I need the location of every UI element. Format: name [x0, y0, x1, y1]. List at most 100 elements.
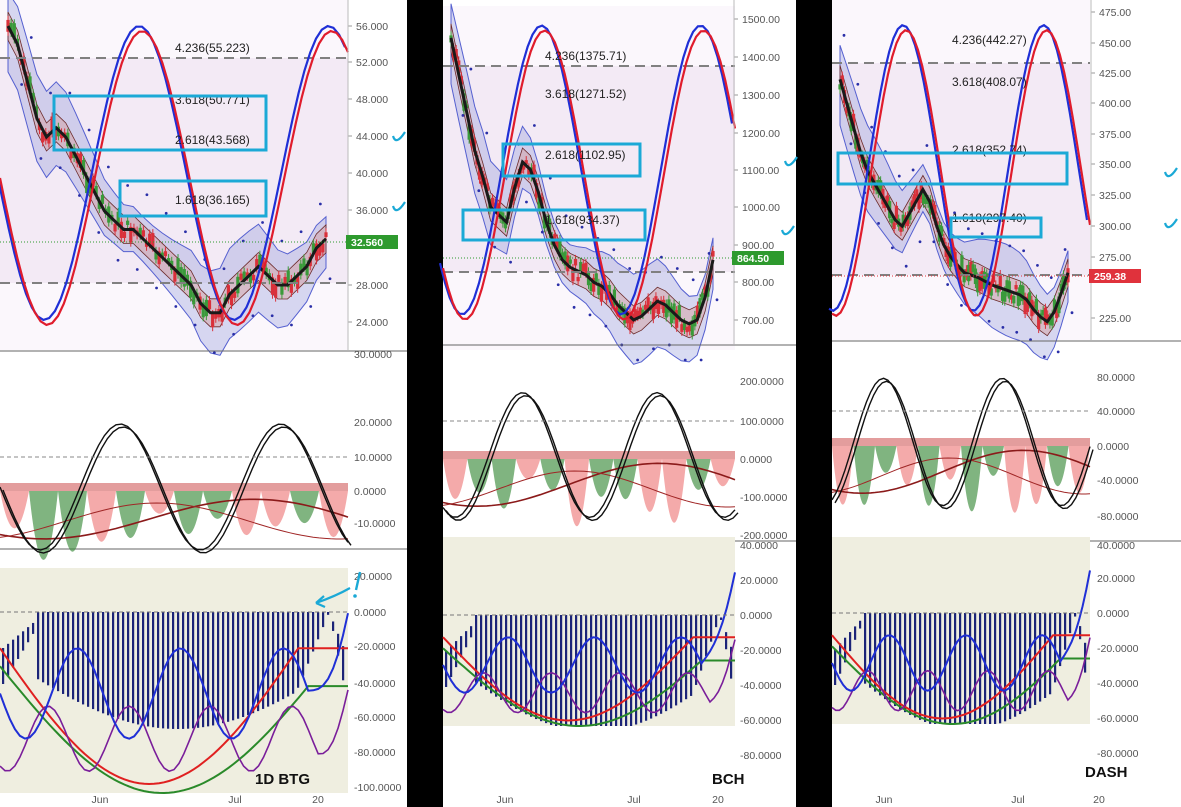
oscillator-pane	[0, 423, 352, 560]
candle-body	[558, 238, 562, 257]
annotation-arrow	[315, 587, 351, 605]
histogram-bar	[182, 612, 185, 729]
candle-body	[211, 313, 215, 328]
candle-body	[226, 285, 230, 300]
sar-dot	[877, 221, 880, 225]
histogram-bar	[615, 615, 618, 726]
sar-dot	[193, 323, 197, 327]
histogram-bar	[510, 615, 513, 707]
candle-body	[245, 272, 249, 277]
annotation-box	[836, 151, 1069, 186]
candle-body	[299, 263, 303, 276]
candle-body	[688, 325, 692, 332]
oscillator-tick-label: 20.0000	[354, 417, 392, 429]
candle-body	[274, 282, 278, 298]
histogram-bar	[137, 612, 140, 725]
candle-body	[667, 299, 671, 313]
date-tick-label: Jul	[627, 794, 640, 806]
candle-body	[173, 270, 177, 282]
keltner-band	[450, 23, 714, 339]
price-tick-label: 56.000	[356, 21, 388, 33]
fib-level-label: 3.618(1271.52)	[545, 87, 626, 101]
histogram-bar	[540, 615, 543, 722]
oscillator-line-black-2	[834, 380, 1094, 510]
histogram-bar	[52, 612, 55, 689]
sar-dot	[715, 298, 719, 302]
candle-body	[664, 303, 668, 318]
oscillator-pane	[831, 377, 1094, 513]
candle-body	[890, 218, 894, 224]
sar-dot	[145, 193, 149, 197]
overlay-oscillator-blue	[0, 24, 346, 322]
oscillator-area	[29, 491, 58, 560]
sar-dot	[49, 91, 52, 95]
panel-label: BCH	[712, 771, 745, 788]
histogram-bar	[610, 615, 613, 726]
last-price-badge	[1089, 269, 1141, 283]
candle-body	[189, 280, 193, 298]
price-axis: 56.000 52.000 48.000 44.000 40.000 36.000 28.0…	[347, 0, 388, 350]
sar-dot	[493, 245, 497, 249]
candle-body	[524, 160, 528, 165]
histogram-bar	[302, 612, 305, 676]
candle-body	[255, 259, 259, 269]
sar-dot	[960, 303, 963, 307]
histogram-bar	[924, 613, 927, 722]
sar-dot	[261, 221, 264, 224]
candle-body	[47, 134, 51, 144]
sar-dot	[604, 324, 608, 328]
candle-body	[1021, 285, 1025, 301]
candle-body	[9, 22, 13, 34]
candle-body	[311, 243, 316, 253]
histogram-bar	[570, 615, 573, 726]
candle-body	[989, 288, 993, 296]
candle-body	[1009, 295, 1014, 300]
candle-body	[560, 252, 565, 260]
sar-dot	[184, 230, 187, 234]
annotation-check	[1163, 167, 1178, 178]
candle-body	[28, 76, 32, 94]
oscillator-area	[540, 459, 565, 491]
sar-dot	[890, 246, 894, 250]
sar-dot	[946, 283, 950, 286]
candle-body	[599, 285, 604, 302]
candle-body	[1034, 298, 1038, 311]
candle-body	[537, 195, 541, 211]
last-price-badge	[346, 235, 398, 249]
candle-body	[258, 254, 262, 269]
candle-body	[280, 282, 284, 295]
histogram-bar	[485, 615, 488, 690]
histogram-bar	[202, 612, 205, 728]
histogram-tick-label: -60.0000	[740, 715, 782, 727]
candle-body	[157, 251, 161, 265]
histogram-tick-label: -20.0000	[354, 641, 396, 653]
panel-btg: 4.236(55.223)3.618(50.771)2.618(43.568)1…	[0, 0, 407, 806]
histogram-bar	[277, 612, 280, 702]
sar-dot	[29, 36, 33, 39]
histogram-bar	[122, 612, 125, 721]
last-price-value: 32.560	[351, 237, 383, 249]
candle-body	[457, 60, 461, 74]
histogram-bar	[172, 612, 175, 729]
sar-dot	[911, 168, 915, 172]
oscillator-area	[1025, 446, 1047, 505]
oscillator-axis: 80.0000 40.0000 0.0000 -40.0000 -80.0000	[1097, 372, 1139, 523]
histogram-bar	[142, 612, 145, 726]
histogram-tick-label: -20.0000	[740, 645, 782, 657]
histogram-bar	[630, 615, 633, 726]
oscillator-area	[564, 459, 589, 527]
fib-level-label: 4.236(55.223)	[175, 41, 250, 55]
oscillator-signal-red	[442, 462, 736, 508]
histogram-bar	[580, 615, 583, 726]
hist-line-red	[442, 636, 735, 722]
oscillator-pane	[442, 391, 739, 527]
candle-body	[1046, 314, 1050, 322]
oscillator-tick-label: 200.0000	[740, 376, 784, 388]
candle-body	[646, 297, 650, 310]
sar-dot	[126, 184, 130, 187]
candle-body	[126, 220, 130, 225]
candle-body	[324, 232, 328, 238]
candle-body	[69, 149, 73, 159]
hist-line-red	[0, 647, 348, 786]
annotation-box	[501, 142, 642, 178]
